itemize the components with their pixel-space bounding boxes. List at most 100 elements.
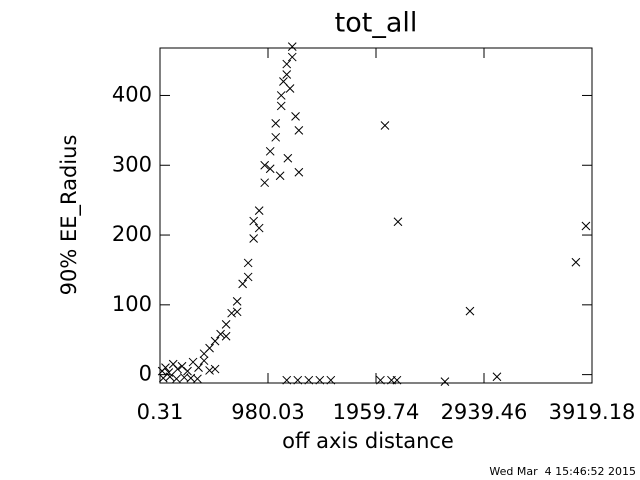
point — [232, 296, 242, 306]
point-stroke — [265, 146, 275, 156]
point-stroke — [232, 296, 242, 306]
point-stroke — [315, 375, 325, 385]
point-stroke — [282, 70, 292, 79]
point-stroke — [260, 160, 270, 170]
y-tick-label: 300 — [112, 152, 152, 176]
point — [376, 375, 385, 385]
point-stroke — [254, 223, 264, 233]
point-stroke — [173, 364, 182, 374]
point-stroke — [294, 126, 304, 135]
point — [287, 42, 297, 51]
point — [465, 306, 475, 316]
point — [254, 206, 264, 215]
point — [265, 146, 275, 156]
point — [210, 364, 220, 374]
point — [276, 101, 286, 111]
point-stroke — [227, 308, 236, 318]
point-stroke — [283, 153, 293, 163]
point-stroke — [161, 363, 170, 372]
point-stroke — [193, 374, 202, 384]
point-stroke — [465, 306, 475, 316]
point — [285, 84, 295, 93]
point — [265, 164, 275, 174]
y-axis-label: 90% EE_Radius — [57, 135, 82, 296]
point-stroke — [260, 178, 270, 188]
point-stroke — [205, 343, 214, 353]
timestamp: Wed Mar 4 15:46:52 2015 — [489, 465, 636, 478]
x-axis-label: off axis distance — [282, 429, 454, 453]
point-stroke — [326, 375, 336, 385]
point-stroke — [243, 258, 253, 268]
point-stroke — [243, 272, 253, 282]
point — [221, 320, 231, 329]
point-stroke — [177, 361, 187, 371]
x-tick-label: 0.31 — [137, 400, 184, 424]
point — [243, 258, 253, 268]
point — [172, 374, 181, 384]
point — [165, 372, 175, 382]
y-tick-label: 0 — [139, 362, 152, 386]
point-stroke — [216, 329, 225, 339]
point-stroke — [188, 357, 198, 367]
point — [249, 216, 259, 226]
point-stroke — [238, 279, 247, 289]
point — [315, 375, 325, 385]
point-stroke — [285, 84, 295, 93]
point — [276, 91, 286, 100]
point — [440, 377, 450, 386]
x-tick-label: 2939.46 — [441, 400, 528, 424]
point-stroke — [293, 375, 303, 385]
point-stroke — [282, 375, 292, 385]
point — [282, 375, 292, 385]
point — [282, 59, 292, 69]
point — [304, 375, 314, 385]
point — [294, 167, 304, 177]
point-stroke — [287, 42, 297, 51]
point — [161, 363, 170, 372]
point-stroke — [440, 377, 450, 386]
point — [260, 160, 270, 170]
point-stroke — [210, 364, 220, 374]
point — [193, 374, 202, 384]
point-stroke — [249, 234, 259, 243]
point-stroke — [221, 320, 231, 329]
point — [194, 363, 203, 372]
point — [183, 366, 192, 376]
point — [210, 336, 220, 346]
point-stroke — [205, 366, 214, 375]
point — [227, 308, 236, 318]
point — [393, 217, 403, 227]
point-stroke — [294, 167, 304, 177]
point-stroke — [279, 77, 288, 86]
point-stroke — [249, 216, 259, 226]
point — [173, 364, 182, 374]
point — [294, 126, 304, 135]
point-stroke — [194, 363, 203, 372]
point — [571, 257, 581, 267]
point — [275, 171, 285, 181]
chart-title: tot_all — [335, 8, 418, 39]
point — [293, 375, 303, 385]
point-stroke — [291, 112, 300, 121]
point-stroke — [393, 217, 403, 227]
point-stroke — [376, 375, 385, 385]
y-tick-label: 200 — [112, 222, 152, 246]
point-stroke — [210, 336, 220, 346]
point — [216, 329, 225, 339]
point-stroke — [276, 91, 286, 100]
point — [249, 234, 259, 243]
point-stroke — [571, 257, 581, 267]
point — [271, 132, 281, 142]
point — [282, 70, 292, 79]
point-stroke — [221, 331, 231, 341]
point — [205, 343, 214, 353]
point-stroke — [158, 373, 168, 383]
x-tick-label: 3919.18 — [549, 400, 636, 424]
point — [492, 372, 502, 382]
point — [287, 52, 297, 62]
point-stroke — [380, 121, 390, 130]
point-stroke — [183, 366, 192, 376]
point — [283, 153, 293, 163]
point — [380, 121, 390, 130]
